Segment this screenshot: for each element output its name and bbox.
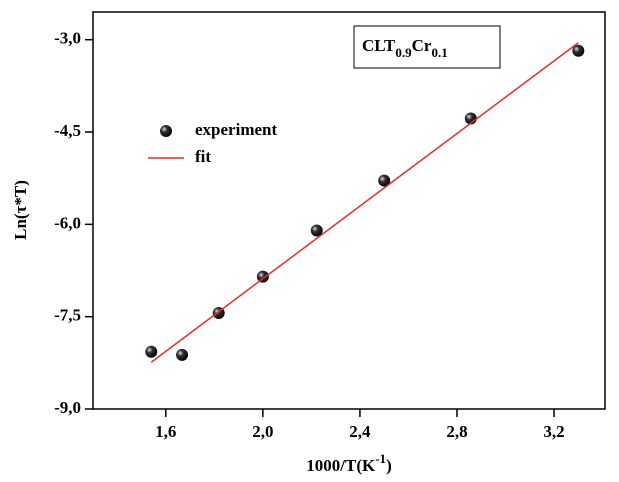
y-tick-label: -4,5 [54,121,81,140]
x-tick-label: 2,8 [446,422,467,441]
data-point [256,270,269,283]
annotation: CLT0.9Cr0.1 [362,36,448,60]
y-tick-label: -9,0 [54,398,81,417]
data-point [176,348,189,361]
x-tick-label: 2,0 [252,422,273,441]
legend-label: fit [195,147,211,166]
data-point [572,44,585,57]
data-point [310,224,323,237]
plot-frame [92,11,606,410]
x-tick-label: 1,6 [155,422,176,441]
x-tick-label: 3,2 [543,422,564,441]
y-tick-label: -7,5 [54,306,81,325]
legend-marker [160,125,172,137]
data-point [378,174,391,187]
y-axis-label: Ln(τ*T) [11,180,30,240]
annotation-box [353,25,501,69]
data-point [145,345,158,358]
y-tick-label: -3,0 [54,29,81,48]
x-tick-label: 2,4 [349,422,371,441]
fit-line [150,42,579,363]
legend-label: experiment [195,120,277,139]
x-axis-label: 1000/T(K-1) [306,451,391,475]
y-tick-label: -6,0 [54,213,81,232]
